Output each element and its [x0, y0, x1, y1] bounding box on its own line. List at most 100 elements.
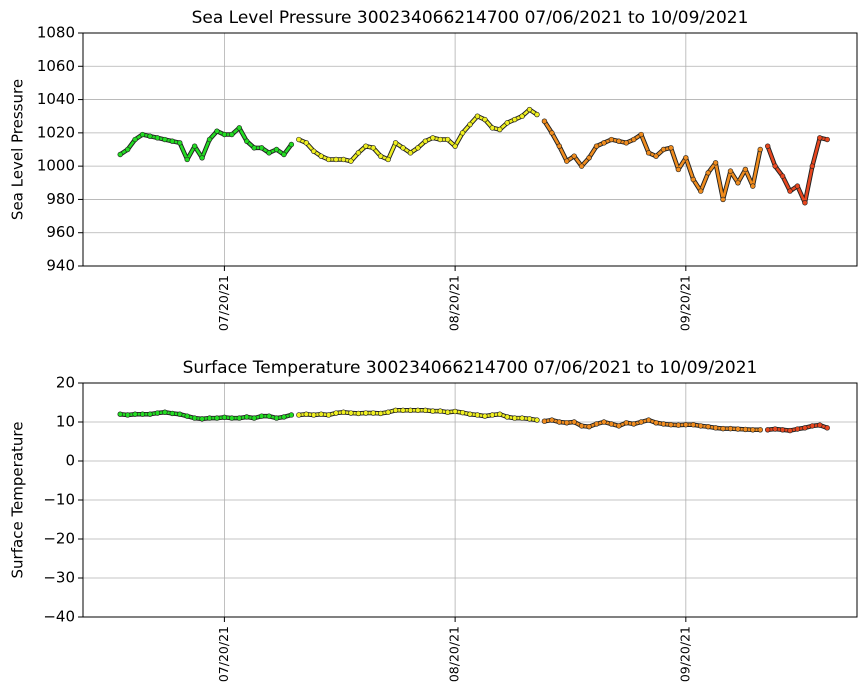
y-tick-label: −30	[43, 569, 75, 587]
data-point	[787, 188, 793, 194]
data-point	[638, 131, 644, 138]
data-point	[802, 425, 808, 431]
data-point	[422, 407, 429, 413]
data-point	[266, 150, 272, 156]
data-point	[139, 131, 146, 138]
data-point	[132, 411, 138, 417]
data-point	[132, 136, 138, 143]
data-point	[601, 419, 607, 425]
data-point	[459, 130, 466, 136]
data-point	[564, 158, 570, 164]
data-point	[571, 153, 577, 159]
data-point	[296, 412, 302, 418]
data-point	[787, 427, 793, 434]
data-point	[742, 426, 749, 433]
data-point	[616, 423, 622, 429]
data-point	[221, 414, 228, 421]
data-point	[400, 407, 406, 413]
data-point	[162, 409, 168, 415]
data-point	[497, 411, 503, 417]
data-point	[750, 427, 756, 433]
data-point	[370, 145, 376, 151]
data-point	[586, 423, 592, 430]
data-point	[489, 412, 496, 418]
data-point	[288, 141, 295, 148]
data-point	[631, 421, 637, 427]
data-point	[147, 411, 153, 417]
data-point	[229, 415, 235, 421]
data-point	[623, 140, 629, 146]
data-point	[377, 410, 384, 417]
data-point	[154, 135, 161, 141]
data-point	[534, 111, 540, 118]
data-point	[668, 422, 674, 428]
y-tick-label: 0	[65, 452, 75, 470]
data-point	[683, 155, 689, 161]
data-point	[489, 125, 496, 131]
data-point	[348, 410, 354, 416]
y-axis-label: Surface Temperature	[9, 422, 27, 579]
data-point	[824, 136, 830, 143]
data-point	[191, 415, 198, 421]
data-point	[117, 151, 123, 158]
data-point	[779, 173, 786, 179]
data-point	[668, 145, 674, 151]
data-point	[779, 427, 786, 433]
data-point	[534, 417, 540, 423]
data-point	[631, 136, 637, 143]
data-point	[541, 418, 548, 424]
line-outline	[296, 107, 540, 164]
y-tick-label: 1020	[37, 123, 75, 141]
data-point	[764, 427, 771, 433]
data-point	[720, 425, 726, 432]
data-point	[660, 421, 667, 427]
data-point	[698, 423, 704, 429]
data-point	[794, 183, 801, 189]
data-point	[712, 425, 719, 431]
data-point	[303, 411, 309, 417]
data-point	[377, 153, 384, 159]
data-point	[474, 412, 481, 418]
x-tick-label: 08/20/21	[447, 275, 462, 331]
plot-frame	[82, 32, 858, 267]
data-point	[363, 143, 369, 149]
chart: Surface Temperature 300234066214700 07/0…	[9, 358, 858, 682]
data-point	[340, 156, 347, 163]
data-point	[251, 145, 257, 151]
data-point	[564, 420, 570, 426]
data-point	[757, 427, 763, 433]
data-point	[444, 136, 451, 143]
data-point	[422, 138, 429, 144]
data-point	[177, 140, 183, 146]
data-point	[392, 407, 399, 413]
data-point	[549, 417, 555, 423]
data-point	[519, 113, 525, 119]
chart: Sea Level Pressure 300234066214700 07/06…	[9, 8, 858, 331]
chart-title: Sea Level Pressure 300234066214700 07/06…	[192, 8, 749, 28]
data-point	[370, 410, 376, 416]
data-point	[407, 150, 414, 156]
data-point	[311, 148, 317, 154]
data-point	[333, 156, 339, 163]
y-tick-label: 980	[46, 190, 75, 208]
data-point	[437, 136, 443, 143]
data-point	[720, 196, 726, 203]
data-point	[392, 140, 399, 146]
data-point	[727, 425, 734, 432]
data-point	[504, 120, 510, 126]
data-point	[191, 143, 198, 149]
data-point	[154, 410, 161, 416]
data-point	[772, 426, 778, 432]
data-point	[303, 140, 309, 146]
data-point	[519, 415, 525, 421]
y-tick-label: 1080	[37, 24, 75, 42]
y-tick-label: −20	[43, 530, 75, 548]
data-point	[184, 156, 190, 163]
data-point	[593, 421, 600, 427]
data-point	[817, 135, 823, 141]
data-point	[444, 409, 451, 415]
data-point	[273, 146, 280, 153]
data-point	[184, 413, 190, 419]
x-tick-label: 09/20/21	[677, 626, 692, 682]
